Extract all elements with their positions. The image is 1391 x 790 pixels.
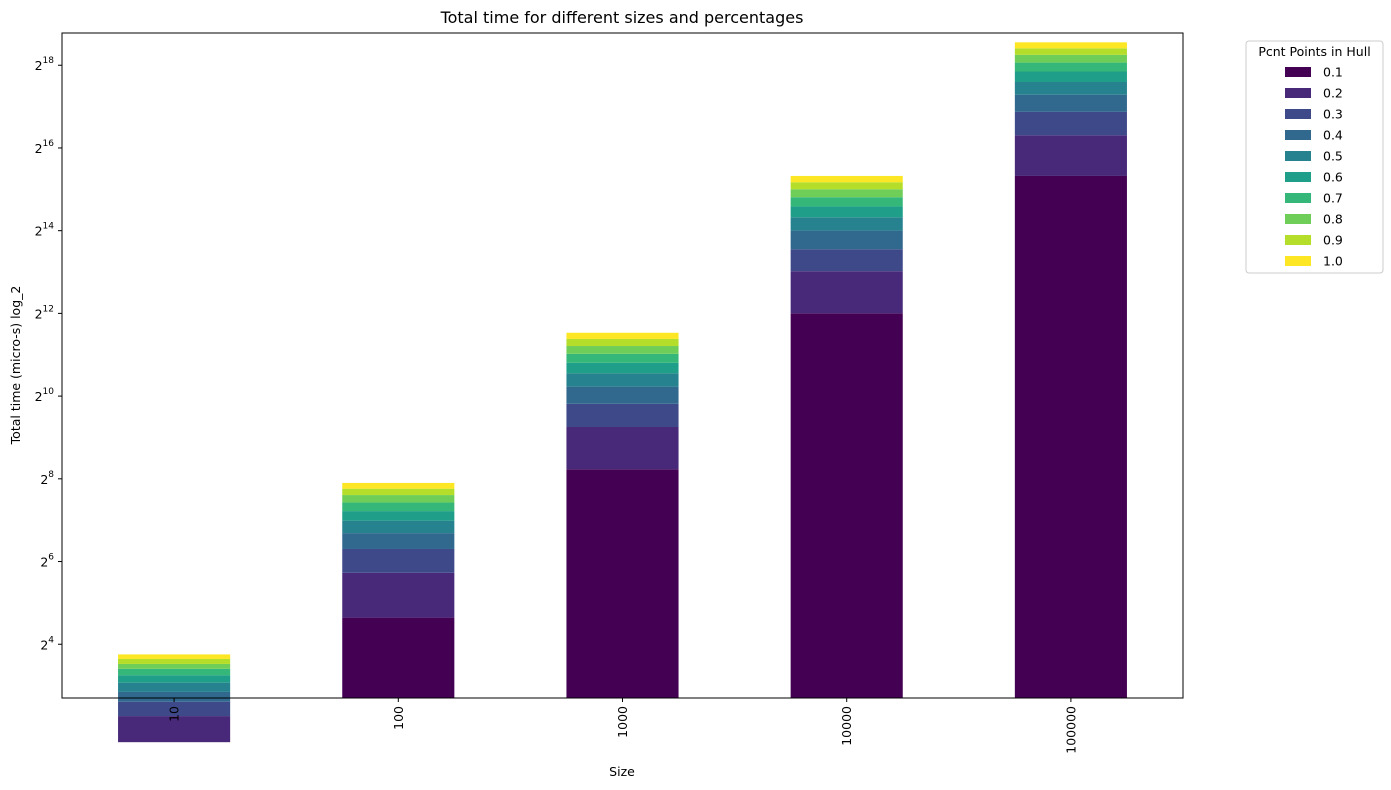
bar-segment-1000-0.4 (566, 386, 679, 404)
legend-swatch-0.7 (1285, 193, 1311, 203)
bar-segment-100000-0.4 (1014, 94, 1127, 112)
y-tick-label: 212 (35, 304, 54, 321)
legend-label-0.8: 0.8 (1323, 212, 1343, 227)
legend-label-0.3: 0.3 (1323, 107, 1343, 122)
bar-segment-100000-1.0 (1014, 42, 1127, 49)
bar-segment-100000-0.8 (1014, 54, 1127, 63)
bar-segment-1000-0.6 (566, 362, 679, 374)
bar-segment-1000-0.5 (566, 373, 679, 387)
legend-label-0.2: 0.2 (1323, 86, 1343, 101)
legend-swatch-0.3 (1285, 109, 1311, 119)
y-tick-label: 214 (35, 222, 55, 239)
bar-segment-100-0.4 (342, 533, 455, 549)
legend-label-0.6: 0.6 (1323, 170, 1343, 185)
bar-segment-10000-0.8 (790, 189, 903, 198)
bar-segment-100-0.6 (342, 511, 455, 521)
bar-segment-10000-0.3 (790, 249, 903, 272)
legend-label-0.1: 0.1 (1323, 65, 1343, 80)
legend-title: Pcnt Points in Hull (1258, 44, 1370, 59)
legend-swatch-1.0 (1285, 256, 1311, 266)
bar-segment-10000-0.5 (790, 217, 903, 231)
bar-segment-10-0.7 (118, 668, 231, 676)
bar-segment-10000-0.9 (790, 182, 903, 190)
bar-segment-100-0.9 (342, 488, 455, 496)
bar-segment-10-1.0 (118, 654, 231, 659)
bar-segment-100-0.1 (342, 617, 455, 698)
bar-segment-100000-0.9 (1014, 48, 1127, 55)
bar-segment-100000-0.5 (1014, 81, 1127, 95)
bar-segment-1000-0.1 (566, 469, 679, 698)
y-tick-label: 24 (40, 635, 54, 652)
bar-segment-10000-0.2 (790, 271, 903, 314)
bar-segment-100-0.2 (342, 572, 455, 618)
bar-segment-1000-0.3 (566, 403, 679, 428)
bar-segment-10-0.5 (118, 682, 231, 692)
bar-segment-1000-0.8 (566, 346, 679, 354)
x-tick-label: 100000 (1063, 706, 1078, 754)
bar-segment-10000-0.6 (790, 206, 903, 218)
legend-swatch-0.9 (1285, 235, 1311, 245)
legend: Pcnt Points in Hull 0.1 0.2 0.3 0.4 0.5 0.6 0.… (1245, 40, 1384, 274)
bar-segment-10-0.3 (118, 701, 231, 717)
bar-segment-100-0.5 (342, 520, 455, 534)
bar-segment-100000-0.2 (1014, 135, 1127, 176)
bar-segment-100000-0.1 (1014, 175, 1127, 698)
bar-segment-10-0.8 (118, 663, 231, 669)
x-tick-label: 10 (167, 706, 182, 722)
legend-label-0.7: 0.7 (1323, 191, 1343, 206)
y-axis-label: Total time (micro-s) log_2 (8, 286, 23, 446)
bar-segment-10-0.9 (118, 658, 231, 664)
x-tick-label: 100 (391, 706, 406, 730)
legend-swatch-0.8 (1285, 214, 1311, 224)
bar-segment-100000-0.7 (1014, 62, 1127, 72)
x-tick-label: 10000 (839, 706, 854, 746)
legend-swatch-0.5 (1285, 151, 1311, 161)
y-axis: 24 26 28 210 212 214 216 218 (35, 56, 62, 652)
bar-segment-10-0.6 (118, 675, 231, 683)
y-tick-label: 210 (35, 387, 55, 404)
legend-frame (1245, 40, 1384, 274)
bar-segment-100-1.0 (342, 482, 455, 489)
legend-swatch-0.4 (1285, 130, 1311, 140)
bar-segment-100000-0.3 (1014, 111, 1127, 136)
legend-label-0.9: 0.9 (1323, 233, 1343, 248)
legend-label-1.0: 1.0 (1323, 254, 1343, 269)
bar-segment-10000-0.1 (790, 313, 903, 698)
bar-segment-10000-0.4 (790, 230, 903, 250)
x-axis-label: Size (609, 764, 635, 779)
bar-segment-10-0.2 (118, 716, 231, 743)
legend-swatch-0.1 (1285, 67, 1311, 77)
legend-swatch-0.6 (1285, 172, 1311, 182)
bar-segment-100-0.7 (342, 502, 455, 512)
legend-label-0.5: 0.5 (1323, 149, 1343, 164)
bar-segment-100000-0.6 (1014, 71, 1127, 82)
bar-segment-1000-0.9 (566, 338, 679, 347)
legend-label-0.4: 0.4 (1323, 128, 1343, 143)
legend-swatch-0.2 (1285, 88, 1311, 98)
bar-segment-100-0.8 (342, 495, 455, 503)
bar-segment-10000-1.0 (790, 175, 903, 183)
x-tick-label: 1000 (615, 706, 630, 738)
bar-segment-1000-0.7 (566, 353, 679, 363)
y-tick-label: 216 (35, 139, 55, 156)
bar-segment-10-0.4 (118, 691, 231, 702)
bars-group (118, 42, 1127, 743)
bar-segment-10000-0.7 (790, 197, 903, 207)
y-tick-label: 28 (40, 470, 54, 487)
chart-title: Total time for different sizes and perce… (440, 8, 804, 27)
x-axis: 10 100 1000 10000 100000 (167, 698, 1078, 754)
y-tick-label: 26 (40, 553, 54, 570)
y-tick-label: 218 (35, 56, 55, 73)
bar-segment-1000-0.2 (566, 427, 679, 470)
bar-segment-100-0.3 (342, 548, 455, 573)
bar-segment-1000-1.0 (566, 332, 679, 339)
